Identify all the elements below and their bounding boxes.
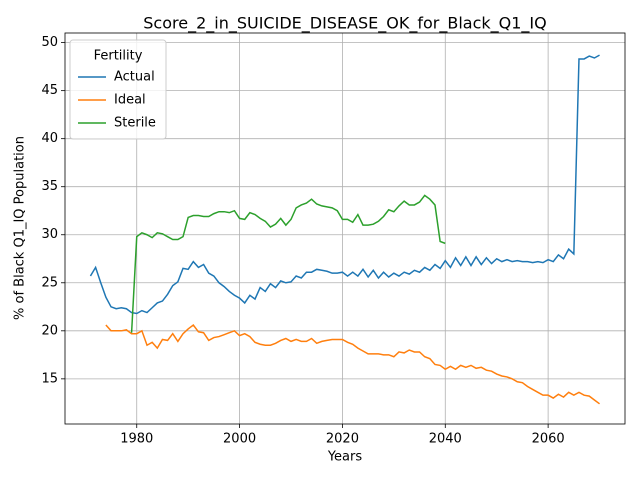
legend-label: Actual bbox=[114, 70, 155, 85]
x-tick-label: 2040 bbox=[429, 432, 462, 447]
x-tick-label: 2060 bbox=[532, 432, 565, 447]
line bbox=[89, 54, 600, 315]
y-tick-label: 20 bbox=[41, 323, 58, 338]
x-tick-label: 2020 bbox=[326, 432, 359, 447]
legend-title: Fertility bbox=[94, 49, 143, 64]
x-tick-label: 2000 bbox=[223, 432, 256, 447]
y-tick-label: 15 bbox=[41, 371, 58, 386]
plot-frame bbox=[64, 32, 626, 425]
line bbox=[105, 324, 600, 405]
y-tick-label: 50 bbox=[41, 35, 58, 50]
y-tick-label: 35 bbox=[41, 179, 58, 194]
y-axis-label: % of Black Q1_IQ Population bbox=[13, 136, 28, 320]
line bbox=[130, 194, 446, 333]
x-axis-label: Years bbox=[327, 450, 363, 465]
y-tick-label: 40 bbox=[41, 131, 58, 146]
y-tick-label: 25 bbox=[41, 275, 58, 290]
y-tick-label: 45 bbox=[41, 83, 58, 98]
legend-label: Ideal bbox=[114, 93, 146, 108]
legend: Fertility Actual Ideal Sterile bbox=[69, 39, 167, 140]
y-tick-label: 30 bbox=[41, 227, 58, 242]
chart-title: Score_2_in_SUICIDE_DISEASE_OK_for_Black_… bbox=[143, 14, 546, 34]
x-tick-label: 1980 bbox=[120, 432, 153, 447]
legend-box bbox=[69, 39, 167, 140]
legend-label: Sterile bbox=[114, 116, 156, 131]
